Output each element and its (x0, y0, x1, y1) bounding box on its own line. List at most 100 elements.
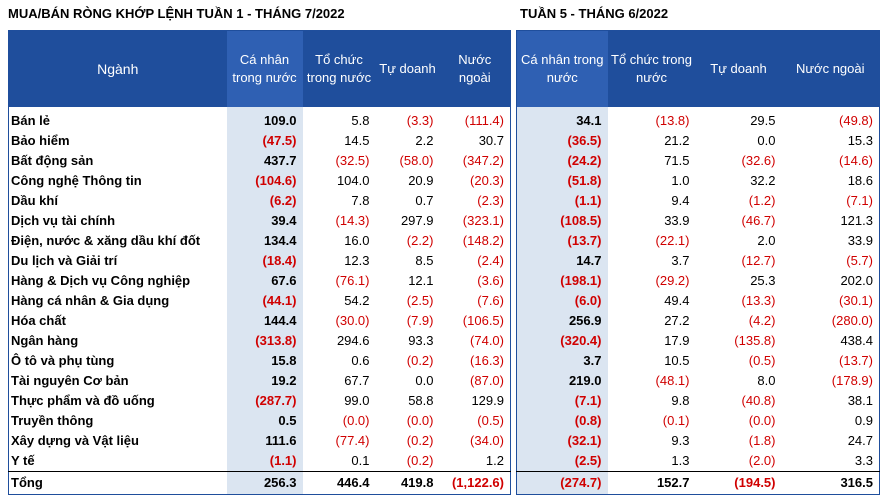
sector-name: Hàng cá nhân & Gia dụng (11, 293, 170, 308)
sector-name: Du lịch và Giải trí (11, 253, 118, 268)
foreign-value: (347.2) (462, 153, 504, 168)
institution-value: 27.2 (664, 313, 690, 328)
institution-value: (0.0) (342, 413, 370, 428)
foreign-value: (0.5) (477, 413, 504, 428)
proprietary-value: (1.2) (748, 193, 776, 208)
individual-value: 111.6 (226, 431, 303, 451)
table-row: (2.5) 1.3 (2.0) 3.3 (516, 451, 880, 472)
table-row: Bảo hiểm (47.5) 14.5 2.2 30.7 (9, 131, 511, 151)
foreign-value: (16.3) (470, 353, 504, 368)
institution-value: 9.3 (671, 433, 690, 448)
institution-value: 54.2 (344, 293, 370, 308)
individual-value: (104.6) (226, 171, 303, 191)
proprietary-value: (0.2) (406, 353, 434, 368)
proprietary-value: 0.0 (757, 133, 776, 148)
proprietary-value: (135.8) (734, 333, 776, 348)
table-row: (24.2) 71.5 (32.6) (14.6) (516, 151, 880, 171)
individual-value: (24.2) (516, 151, 608, 171)
individual-value: (44.1) (226, 291, 303, 311)
institution-value: 71.5 (664, 153, 690, 168)
foreign-value: (5.7) (846, 253, 873, 268)
individual-value: (13.7) (516, 231, 608, 251)
foreign-value: (74.0) (470, 333, 504, 348)
institution-value: (48.1) (655, 373, 690, 388)
table-row: 219.0 (48.1) 8.0 (178.9) (516, 371, 880, 391)
institution-value: (14.3) (335, 213, 370, 228)
foreign-value: (34.0) (470, 433, 504, 448)
foreign-value: 438.4 (840, 333, 873, 348)
individual-value: (198.1) (516, 271, 608, 291)
table-row: Dầu khí (6.2) 7.8 0.7 (2.3) (9, 191, 511, 211)
foreign-value: 38.1 (847, 393, 873, 408)
sector-name: Điện, nước & xăng dầu khí đốt (11, 233, 201, 248)
individual-value: 437.7 (226, 151, 303, 171)
proprietary-value: (2.0) (748, 453, 776, 468)
sector-name: Dịch vụ tài chính (11, 213, 116, 228)
individual-value: (1.1) (226, 451, 303, 472)
foreign-value: (280.0) (831, 313, 873, 328)
foreign-value: (7.6) (477, 293, 504, 308)
institution-value: 16.0 (344, 233, 370, 248)
table-row: Hóa chất 144.4 (30.0) (7.9) (106.5) (9, 311, 511, 331)
sector-name: Dầu khí (11, 193, 58, 208)
foreign-value: 121.3 (840, 213, 873, 228)
table-row: Ngân hàng (313.8) 294.6 93.3 (74.0) (9, 331, 511, 351)
foreign-value: (178.9) (831, 373, 873, 388)
foreign-value: (87.0) (470, 373, 504, 388)
table-row: (0.8) (0.1) (0.0) 0.9 (516, 411, 880, 431)
table-row: 14.7 3.7 (12.7) (5.7) (516, 251, 880, 271)
institution-value: (22.1) (655, 233, 690, 248)
sector-name: Bảo hiểm (11, 133, 70, 148)
individual-value: 134.4 (226, 231, 303, 251)
sector-name: Y tế (11, 453, 35, 468)
foreign-value: 3.3 (854, 453, 873, 468)
institution-value: 33.9 (664, 213, 690, 228)
proprietary-value: 20.9 (408, 173, 434, 188)
header-sector: Ngành (8, 30, 227, 107)
institution-value: 104.0 (336, 173, 370, 188)
proprietary-value: (1.8) (748, 433, 776, 448)
table-row: Truyền thông 0.5 (0.0) (0.0) (0.5) (9, 411, 511, 431)
individual-value: (47.5) (226, 131, 303, 151)
individual-value: (0.8) (516, 411, 608, 431)
proprietary-value: (13.3) (741, 293, 776, 308)
institution-value: 14.5 (344, 133, 370, 148)
proprietary-value: (7.9) (406, 313, 434, 328)
table-row: (198.1) (29.2) 25.3 202.0 (516, 271, 880, 291)
header-individual: Cá nhân trong nước (516, 30, 608, 107)
total-individual: 256.3 (226, 471, 303, 495)
institution-value: (13.8) (655, 113, 690, 128)
sector-name: Hàng & Dịch vụ Công nghiệp (11, 273, 191, 288)
foreign-value: (148.2) (462, 233, 504, 248)
foreign-value: (2.3) (477, 193, 504, 208)
institution-value: (0.1) (662, 413, 690, 428)
institution-value: 17.9 (664, 333, 690, 348)
institution-value: 49.4 (664, 293, 690, 308)
sector-name: Bất động sản (11, 153, 94, 168)
sector-name: Tài nguyên Cơ bản (11, 373, 129, 388)
individual-value: 144.4 (226, 311, 303, 331)
table-row: Tài nguyên Cơ bản 19.2 67.7 0.0 (87.0) (9, 371, 511, 391)
table-row: (51.8) 1.0 32.2 18.6 (516, 171, 880, 191)
foreign-value: 24.7 (847, 433, 873, 448)
individual-value: (18.4) (226, 251, 303, 271)
total-row: (274.7) 152.7 (194.5) 316.5 (516, 471, 880, 495)
proprietary-value: (2.2) (406, 233, 434, 248)
table-row: 34.1 (13.8) 29.5 (49.8) (516, 107, 880, 131)
proprietary-value: (58.0) (399, 153, 434, 168)
proprietary-value: (0.2) (406, 433, 434, 448)
sector-name: Ô tô và phụ tùng (11, 353, 115, 368)
institution-value: 10.5 (664, 353, 690, 368)
institution-value: (30.0) (335, 313, 370, 328)
sector-name: Thực phẩm và đồ uống (11, 393, 155, 408)
institution-value: (29.2) (655, 273, 690, 288)
table-row: (13.7) (22.1) 2.0 33.9 (516, 231, 880, 251)
foreign-value: (323.1) (462, 213, 504, 228)
total-proprietary: (194.5) (695, 471, 782, 495)
individual-value: 67.6 (226, 271, 303, 291)
institution-value: 7.8 (351, 193, 370, 208)
proprietary-value: (2.5) (406, 293, 434, 308)
sector-name: Ngân hàng (11, 333, 79, 348)
foreign-value: 33.9 (847, 233, 873, 248)
proprietary-value: 2.2 (415, 133, 434, 148)
